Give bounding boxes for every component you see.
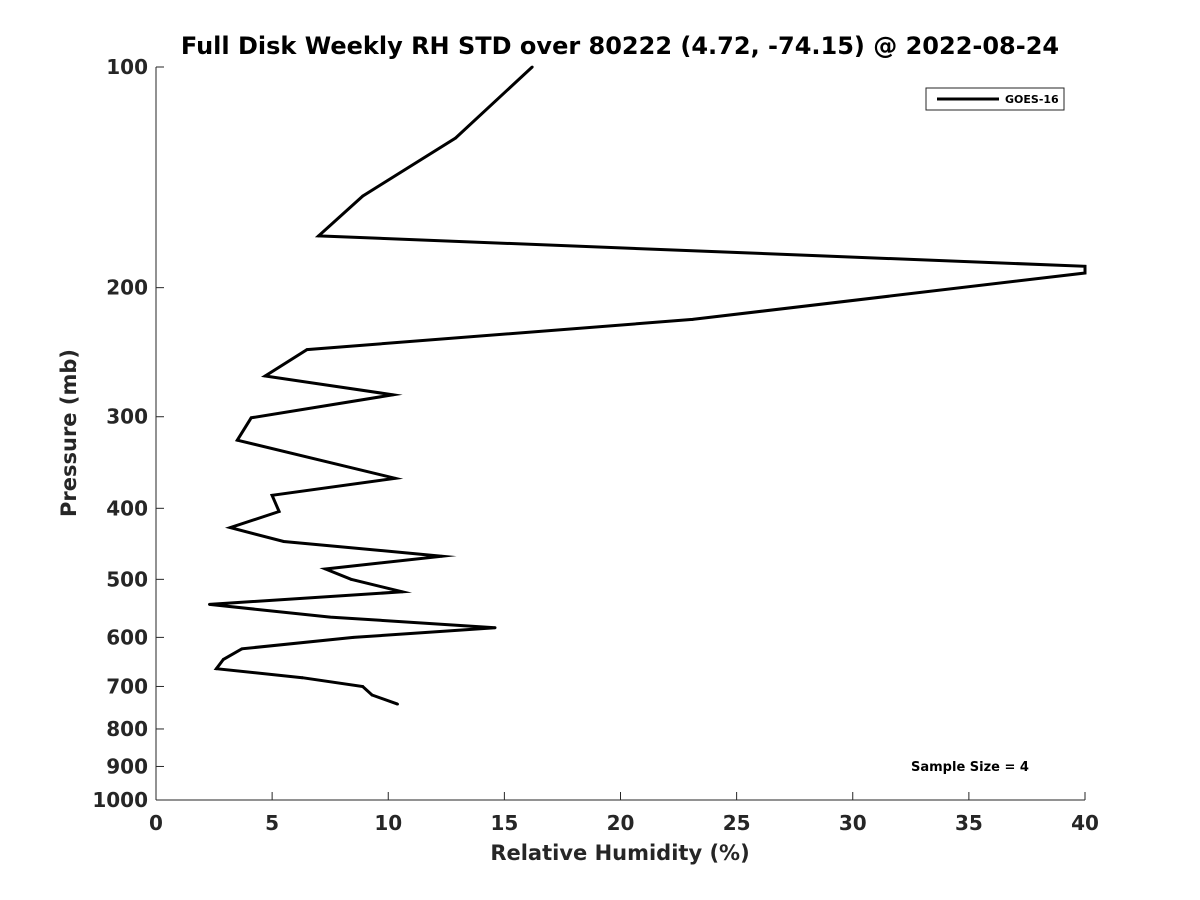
data-point [370, 693, 374, 697]
data-point [361, 194, 365, 198]
x-tick-label: 35 [955, 811, 983, 835]
axes [155, 67, 1085, 801]
data-point [328, 615, 332, 619]
data-point [396, 702, 399, 706]
data-point [349, 577, 353, 581]
legend-label-goes-16: GOES-16 [1005, 93, 1059, 106]
data-point [454, 136, 458, 140]
data-point [324, 567, 327, 571]
data-point [493, 626, 497, 630]
data-point [305, 348, 309, 352]
series-line-goes-16 [209, 65, 1087, 706]
y-tick-label: 800 [106, 717, 148, 741]
x-ticks: 0 5 10 15 20 25 30 35 40 [149, 792, 1099, 835]
data-point [214, 667, 218, 671]
data-point [352, 635, 355, 639]
data-point [400, 590, 404, 594]
data-point [530, 65, 534, 69]
y-tick-label: 500 [106, 567, 148, 591]
data-point [249, 416, 253, 420]
y-tick-label: 300 [106, 405, 148, 429]
data-point [228, 526, 232, 530]
x-tick-label: 20 [607, 811, 635, 835]
x-tick-label: 30 [839, 811, 867, 835]
data-point [361, 685, 365, 688]
data-point [300, 676, 304, 680]
y-tick-label: 1000 [92, 788, 148, 812]
y-tick-label: 200 [106, 276, 148, 300]
y-axis-label: Pressure (mb) [57, 349, 81, 517]
data-point [277, 510, 281, 513]
y-tick-label: 600 [106, 625, 148, 649]
x-tick-label: 10 [374, 811, 402, 835]
data-point [391, 393, 395, 397]
data-point [393, 476, 397, 480]
x-axis-label: Relative Humidity (%) [490, 841, 749, 865]
data-point [691, 318, 694, 321]
series-layer [208, 65, 1087, 706]
x-tick-label: 15 [490, 811, 518, 835]
y-tick-label: 900 [106, 754, 148, 778]
y-tick-label: 400 [106, 496, 148, 520]
data-point [235, 438, 239, 442]
x-tick-label: 40 [1071, 811, 1099, 835]
sample-size-annotation: Sample Size = 4 [911, 760, 1029, 775]
data-point [240, 647, 244, 651]
data-point [270, 493, 274, 497]
x-tick-label: 25 [723, 811, 751, 835]
x-tick-label: 5 [265, 811, 279, 835]
legend: GOES-16 [925, 87, 1065, 111]
data-point [221, 658, 225, 661]
y-tick-label: 700 [106, 674, 148, 698]
data-point [282, 540, 286, 543]
data-point [440, 554, 444, 558]
x-tick-label: 0 [149, 811, 163, 835]
data-point [1083, 271, 1087, 275]
data-point [263, 374, 267, 378]
y-ticks: 100 200 300 400 500 600 700 800 900 1000 [92, 55, 164, 812]
data-point [317, 234, 320, 238]
y-tick-label: 100 [106, 55, 148, 79]
data-point [1083, 264, 1087, 268]
chart-title: Full Disk Weekly RH STD over 80222 (4.72… [181, 32, 1059, 60]
data-point [208, 603, 211, 606]
